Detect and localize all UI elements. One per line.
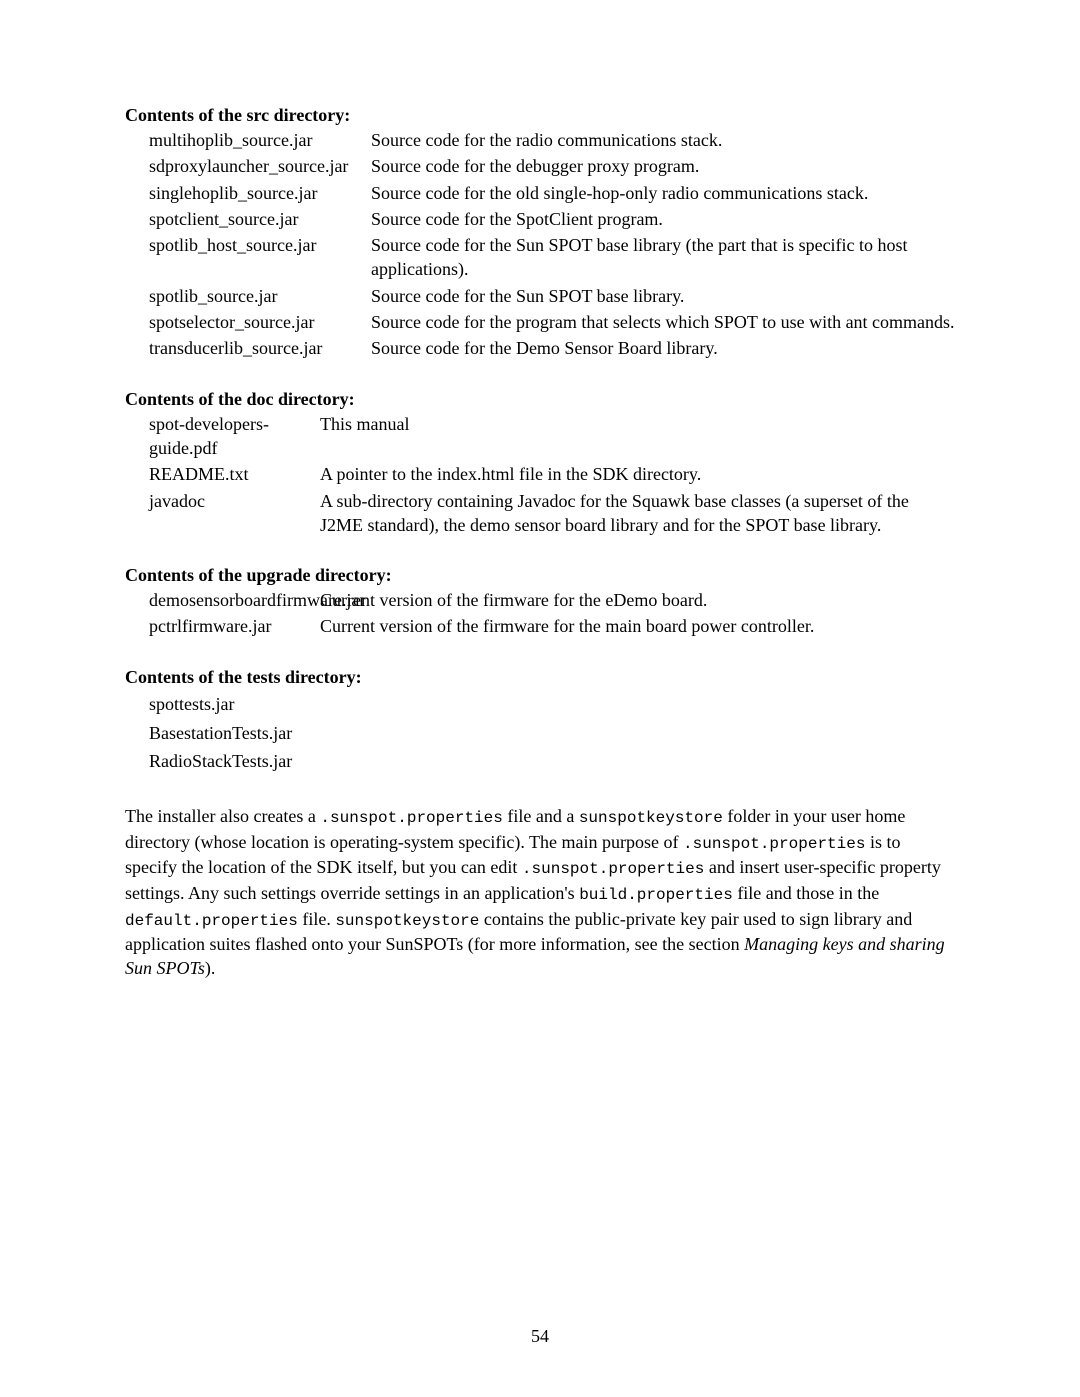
body-text: file and those in the [733,883,879,903]
entry-desc: Source code for the debugger proxy progr… [371,154,955,178]
entry-name: multihoplib_source.jar [125,128,371,152]
entry-desc: Source code for the Sun SPOT base librar… [371,233,955,282]
body-text: file and a [503,806,579,826]
entry-desc: A sub-directory containing Javadoc for t… [320,489,955,538]
code-text: .sunspot.properties [522,860,704,878]
code-text: .sunspot.properties [320,809,502,827]
list-tests: spottests.jarBasestationTests.jarRadioSt… [125,690,955,776]
entry-name: spotselector_source.jar [125,310,371,334]
body-text: ). [205,958,216,978]
document-page: Contents of the src directory: multihopl… [0,0,1080,1397]
entry-row: spotlib_source.jarSource code for the Su… [125,284,955,308]
list-doc: spot-developers-guide.pdfThis manualREAD… [125,412,955,537]
entry-name: singlehoplib_source.jar [125,181,371,205]
entry-name: spotlib_host_source.jar [125,233,371,257]
entry-row: README.txtA pointer to the index.html fi… [125,462,955,486]
entry-row: spot-developers-guide.pdfThis manual [125,412,955,461]
page-number: 54 [0,1326,1080,1347]
entry-desc: A pointer to the index.html file in the … [320,462,955,486]
code-text: build.properties [579,886,733,904]
body-text: file. [298,909,336,929]
code-text: default.properties [125,912,298,930]
body-text: The installer also creates a [125,806,320,826]
entry-name: sdproxylauncher_source.jar [125,154,371,178]
entry-name: spotlib_source.jar [125,284,371,308]
list-upgrade: demosensorboardfirmware.jarCurrent versi… [125,588,955,639]
entry-name: spot-developers-guide.pdf [125,412,320,461]
code-text: sunspotkeystore [579,809,723,827]
list-item: spottests.jar [149,690,955,719]
list-item: RadioStackTests.jar [149,747,955,776]
code-text: sunspotkeystore [335,912,479,930]
entry-row: pctrlfirmware.jarCurrent version of the … [125,614,955,638]
installer-paragraph: The installer also creates a .sunspot.pr… [125,804,955,981]
entry-row: javadocA sub-directory containing Javado… [125,489,955,538]
entry-desc: Source code for the old single-hop-only … [371,181,955,205]
entry-name: spotclient_source.jar [125,207,371,231]
entry-row: spotlib_host_source.jarSource code for t… [125,233,955,282]
code-text: .sunspot.properties [683,835,865,853]
heading-tests: Contents of the tests directory: [125,667,955,688]
entry-desc: Current version of the firmware for the … [320,614,955,638]
heading-upgrade: Contents of the upgrade directory: [125,565,955,586]
entry-row: demosensorboardfirmware.jarCurrent versi… [125,588,955,612]
entry-name: javadoc [125,489,320,513]
entry-desc: Source code for the radio communications… [371,128,955,152]
entry-row: transducerlib_source.jarSource code for … [125,336,955,360]
heading-src: Contents of the src directory: [125,105,955,126]
entry-desc: Source code for the Sun SPOT base librar… [371,284,955,308]
entry-name: pctrlfirmware.jar [125,614,320,638]
list-src: multihoplib_source.jarSource code for th… [125,128,955,361]
entry-row: spotclient_source.jarSource code for the… [125,207,955,231]
entry-desc: This manual [320,412,955,436]
entry-desc: Source code for the Demo Sensor Board li… [371,336,955,360]
heading-doc: Contents of the doc directory: [125,389,955,410]
entry-desc: Source code for the program that selects… [371,310,955,334]
entry-name: demosensorboardfirmware.jar [125,588,320,612]
entry-desc: Source code for the SpotClient program. [371,207,955,231]
entry-name: transducerlib_source.jar [125,336,371,360]
entry-name: README.txt [125,462,320,486]
entry-row: sdproxylauncher_source.jarSource code fo… [125,154,955,178]
entry-desc: Current version of the firmware for the … [320,588,955,612]
entry-row: spotselector_source.jarSource code for t… [125,310,955,334]
list-item: BasestationTests.jar [149,719,955,748]
entry-row: multihoplib_source.jarSource code for th… [125,128,955,152]
entry-row: singlehoplib_source.jarSource code for t… [125,181,955,205]
